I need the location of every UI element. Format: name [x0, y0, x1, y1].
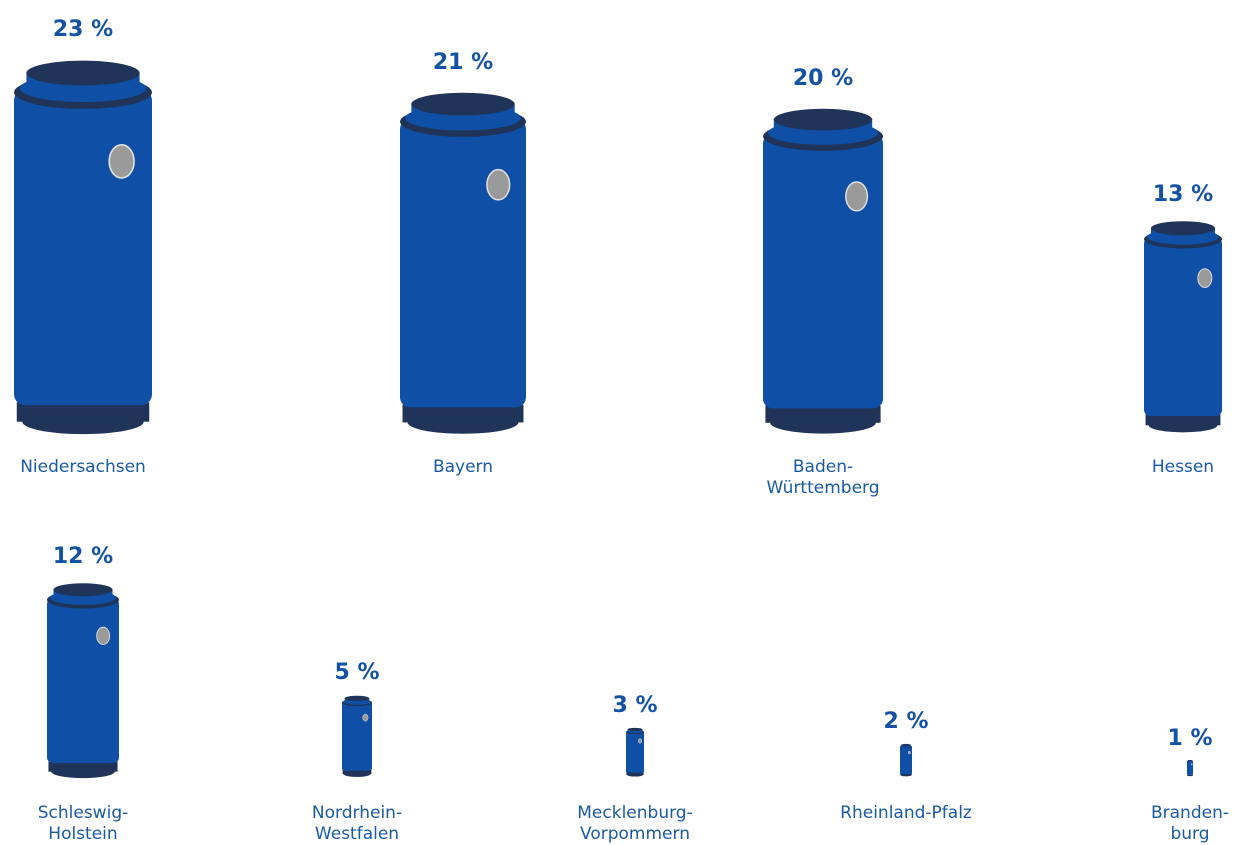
- tank: [763, 134, 883, 409]
- tank-cap: [901, 743, 911, 747]
- category-label: Branden- burg: [1150, 803, 1229, 844]
- value-label: 5 %: [334, 659, 380, 685]
- category-label: Niedersachsen: [20, 457, 146, 477]
- tank-cap: [773, 108, 873, 131]
- category-label: Schleswig- Holstein: [37, 803, 129, 844]
- value-label: 23 %: [52, 16, 114, 42]
- category-label: Mecklenburg- Vorpommern: [577, 803, 693, 844]
- tank-valve: [108, 143, 135, 179]
- tank-cap: [411, 92, 515, 116]
- tank-valve: [845, 181, 869, 212]
- tank-foot: [626, 772, 644, 775]
- tank-valve: [638, 738, 642, 744]
- value-label: 21 %: [432, 49, 494, 75]
- tank: [400, 119, 526, 408]
- tank: [626, 731, 644, 773]
- tank-cap: [1187, 759, 1193, 762]
- tank-foot: [342, 770, 372, 775]
- tank: [342, 702, 372, 771]
- tank: [1144, 237, 1222, 416]
- tank-foot: [1145, 414, 1221, 426]
- tank-cap: [627, 727, 643, 732]
- category-label: Nordrhein- Westfalen: [311, 803, 403, 844]
- category-label: Rheinland-Pfalz: [840, 803, 972, 823]
- tank: [47, 598, 119, 764]
- tank-cap: [26, 60, 140, 86]
- tank-valve: [1197, 268, 1213, 288]
- tank-foot: [16, 402, 150, 422]
- tank-foot: [765, 406, 881, 423]
- tank-foot: [402, 404, 524, 423]
- category-label: Hessen: [1151, 457, 1215, 477]
- tank: [14, 89, 152, 406]
- category-label: Bayern: [432, 457, 494, 477]
- tank: [900, 746, 912, 774]
- tank-foot: [48, 761, 118, 772]
- tank-foot: [1187, 774, 1193, 776]
- value-label: 12 %: [52, 544, 114, 570]
- tank-cap: [53, 583, 113, 597]
- tank-valve: [908, 750, 911, 755]
- value-label: 20 %: [792, 66, 854, 92]
- tank: [1187, 761, 1193, 775]
- value-label: 2 %: [883, 709, 929, 735]
- tank-valve: [1190, 763, 1193, 766]
- category-label: Baden- Württemberg: [766, 457, 880, 498]
- value-label: 13 %: [1152, 181, 1214, 207]
- tank-cap: [344, 695, 370, 702]
- tank-valve: [486, 168, 511, 201]
- value-label: 3 %: [612, 692, 658, 718]
- value-label: 1 %: [1167, 725, 1213, 751]
- tank-valve: [96, 626, 111, 645]
- tank-valve: [362, 713, 369, 722]
- tank-cap: [1151, 221, 1215, 236]
- tank-foot: [900, 773, 912, 776]
